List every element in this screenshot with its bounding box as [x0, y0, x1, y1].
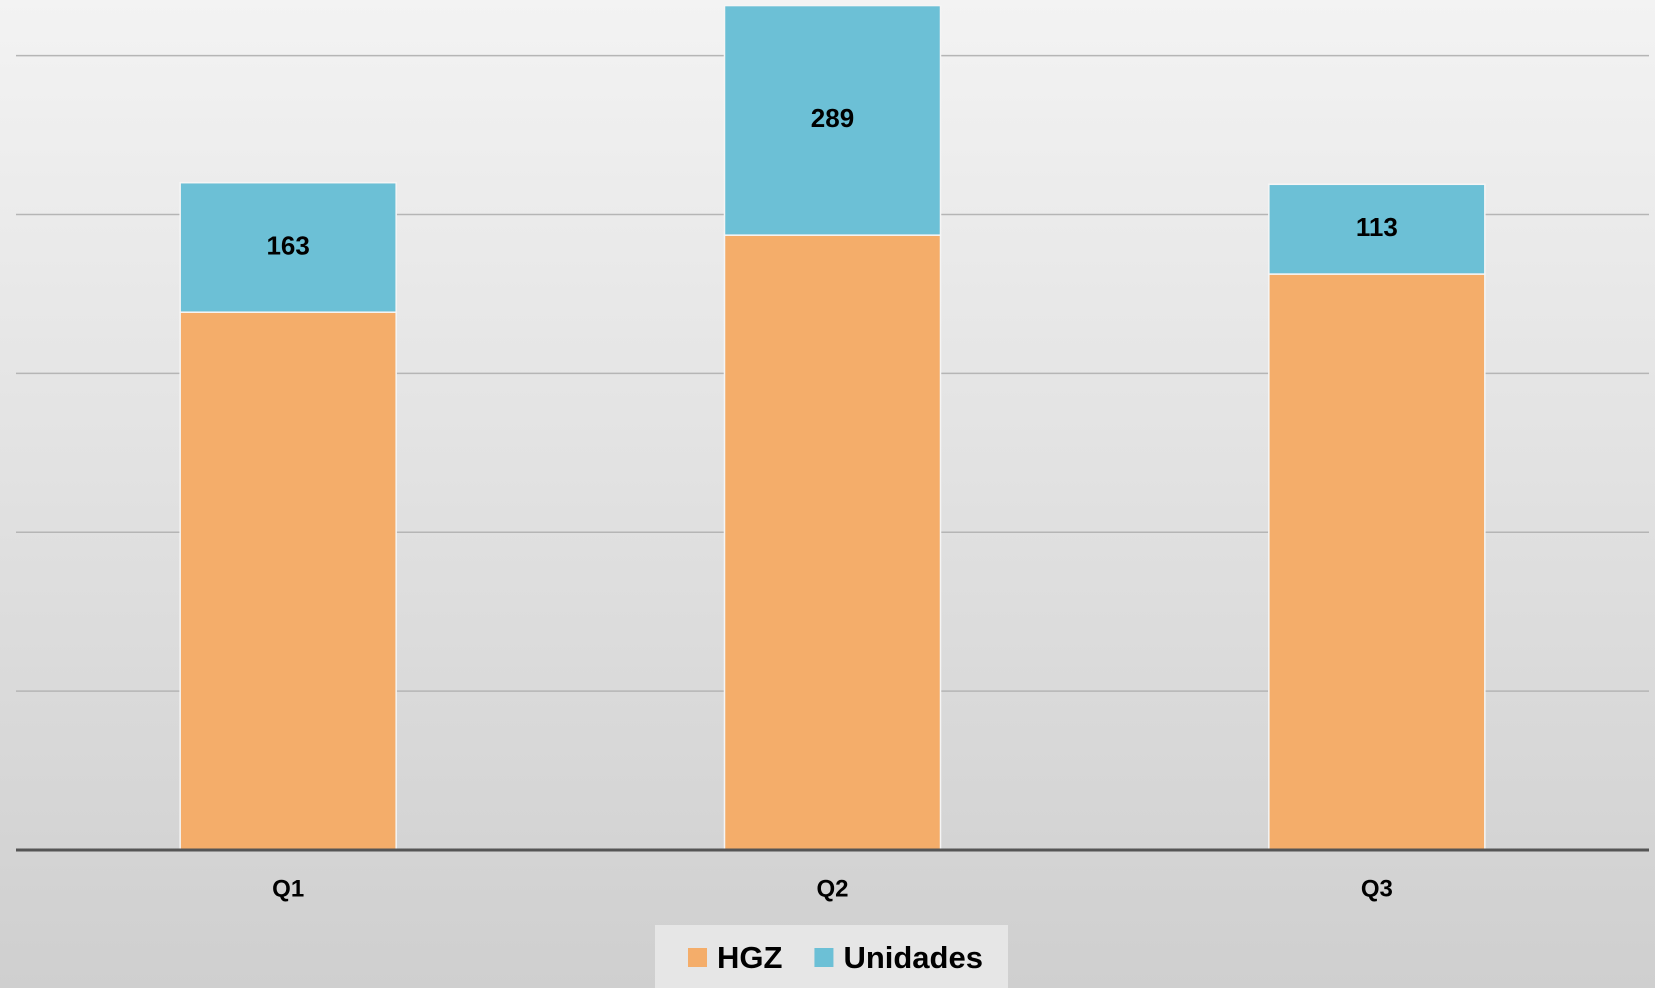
bar-segment — [179, 181, 397, 313]
legend-label: HGZ — [717, 940, 783, 975]
x-tick-label: Q2 — [816, 875, 848, 902]
legend: HGZ Unidades — [655, 925, 1008, 988]
legend-swatch — [814, 948, 834, 967]
bar-segment — [723, 234, 942, 851]
bar-segment — [179, 311, 397, 851]
bar-segment — [1268, 273, 1486, 851]
bar-segment — [1268, 183, 1486, 275]
data-label: 289 — [811, 103, 854, 133]
legend-swatch — [688, 948, 707, 967]
bar-segment — [723, 4, 942, 236]
data-label: 113 — [1356, 212, 1398, 242]
x-tick-label: Q1 — [272, 875, 304, 902]
legend-label: Unidades — [843, 940, 983, 975]
x-tick-label: Q3 — [1361, 875, 1393, 902]
data-label: 163 — [266, 230, 309, 260]
